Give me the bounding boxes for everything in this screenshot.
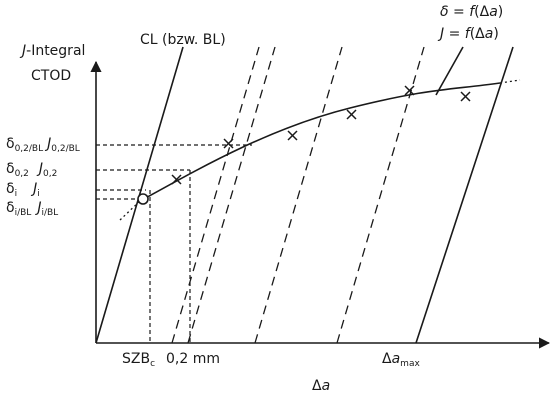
- offset-line-4: [336, 46, 425, 344]
- x-axis-label: Δa: [312, 378, 330, 394]
- r-curve: [141, 82, 501, 201]
- r-curve-dotted-extension: [499, 79, 521, 84]
- curve-label-j: J = f(Δa): [437, 26, 499, 42]
- x-marker-szb: SZBc: [122, 351, 155, 369]
- cross-marker-icon: [460, 91, 471, 102]
- delta-a-max-line: [415, 46, 514, 344]
- cross-marker-icon: [171, 174, 182, 185]
- y-axis-label-ctod: CTOD: [31, 68, 71, 84]
- y-axis-label: J-Integral: [19, 43, 85, 59]
- y-marker-label-0-2-bl: δ0,2/BL J0,2/BL: [6, 136, 80, 154]
- cross-marker-icon: [404, 85, 415, 96]
- open-circle-icon: [137, 193, 149, 205]
- cl-label: CL (bzw. BL): [140, 32, 226, 48]
- offset-line-0-2mm: [187, 46, 276, 344]
- y-marker-label-i: δi Ji: [6, 181, 40, 199]
- y-marker-label-0-2: δ0,2 J0,2: [6, 161, 57, 179]
- curve-label-pointer: [435, 46, 464, 96]
- curve-label-delta: δ = f(Δa): [440, 4, 503, 20]
- cross-marker-icon: [223, 138, 234, 149]
- x-marker-offset: 0,2 mm: [166, 351, 220, 367]
- cross-marker-icon: [287, 130, 298, 141]
- offset-line-3: [254, 46, 343, 344]
- offset-line-0: [171, 46, 260, 344]
- x-marker-amax: Δamax: [382, 351, 420, 369]
- y-marker-label-i-bl: δi/BL Ji/BL: [6, 200, 58, 218]
- cross-marker-icon: [346, 109, 357, 120]
